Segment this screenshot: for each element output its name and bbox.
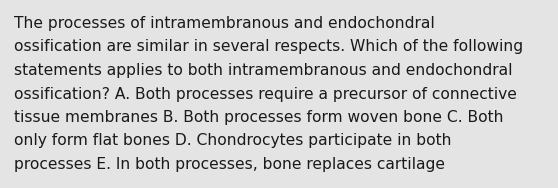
Text: only form flat bones D. Chondrocytes participate in both: only form flat bones D. Chondrocytes par… — [14, 133, 451, 149]
Text: ossification are similar in several respects. Which of the following: ossification are similar in several resp… — [14, 39, 523, 55]
Text: The processes of intramembranous and endochondral: The processes of intramembranous and end… — [14, 16, 435, 31]
Text: processes E. In both processes, bone replaces cartilage: processes E. In both processes, bone rep… — [14, 157, 445, 172]
Text: ossification? A. Both processes require a precursor of connective: ossification? A. Both processes require … — [14, 86, 517, 102]
Text: statements applies to both intramembranous and endochondral: statements applies to both intramembrano… — [14, 63, 512, 78]
Text: tissue membranes B. Both processes form woven bone C. Both: tissue membranes B. Both processes form … — [14, 110, 503, 125]
